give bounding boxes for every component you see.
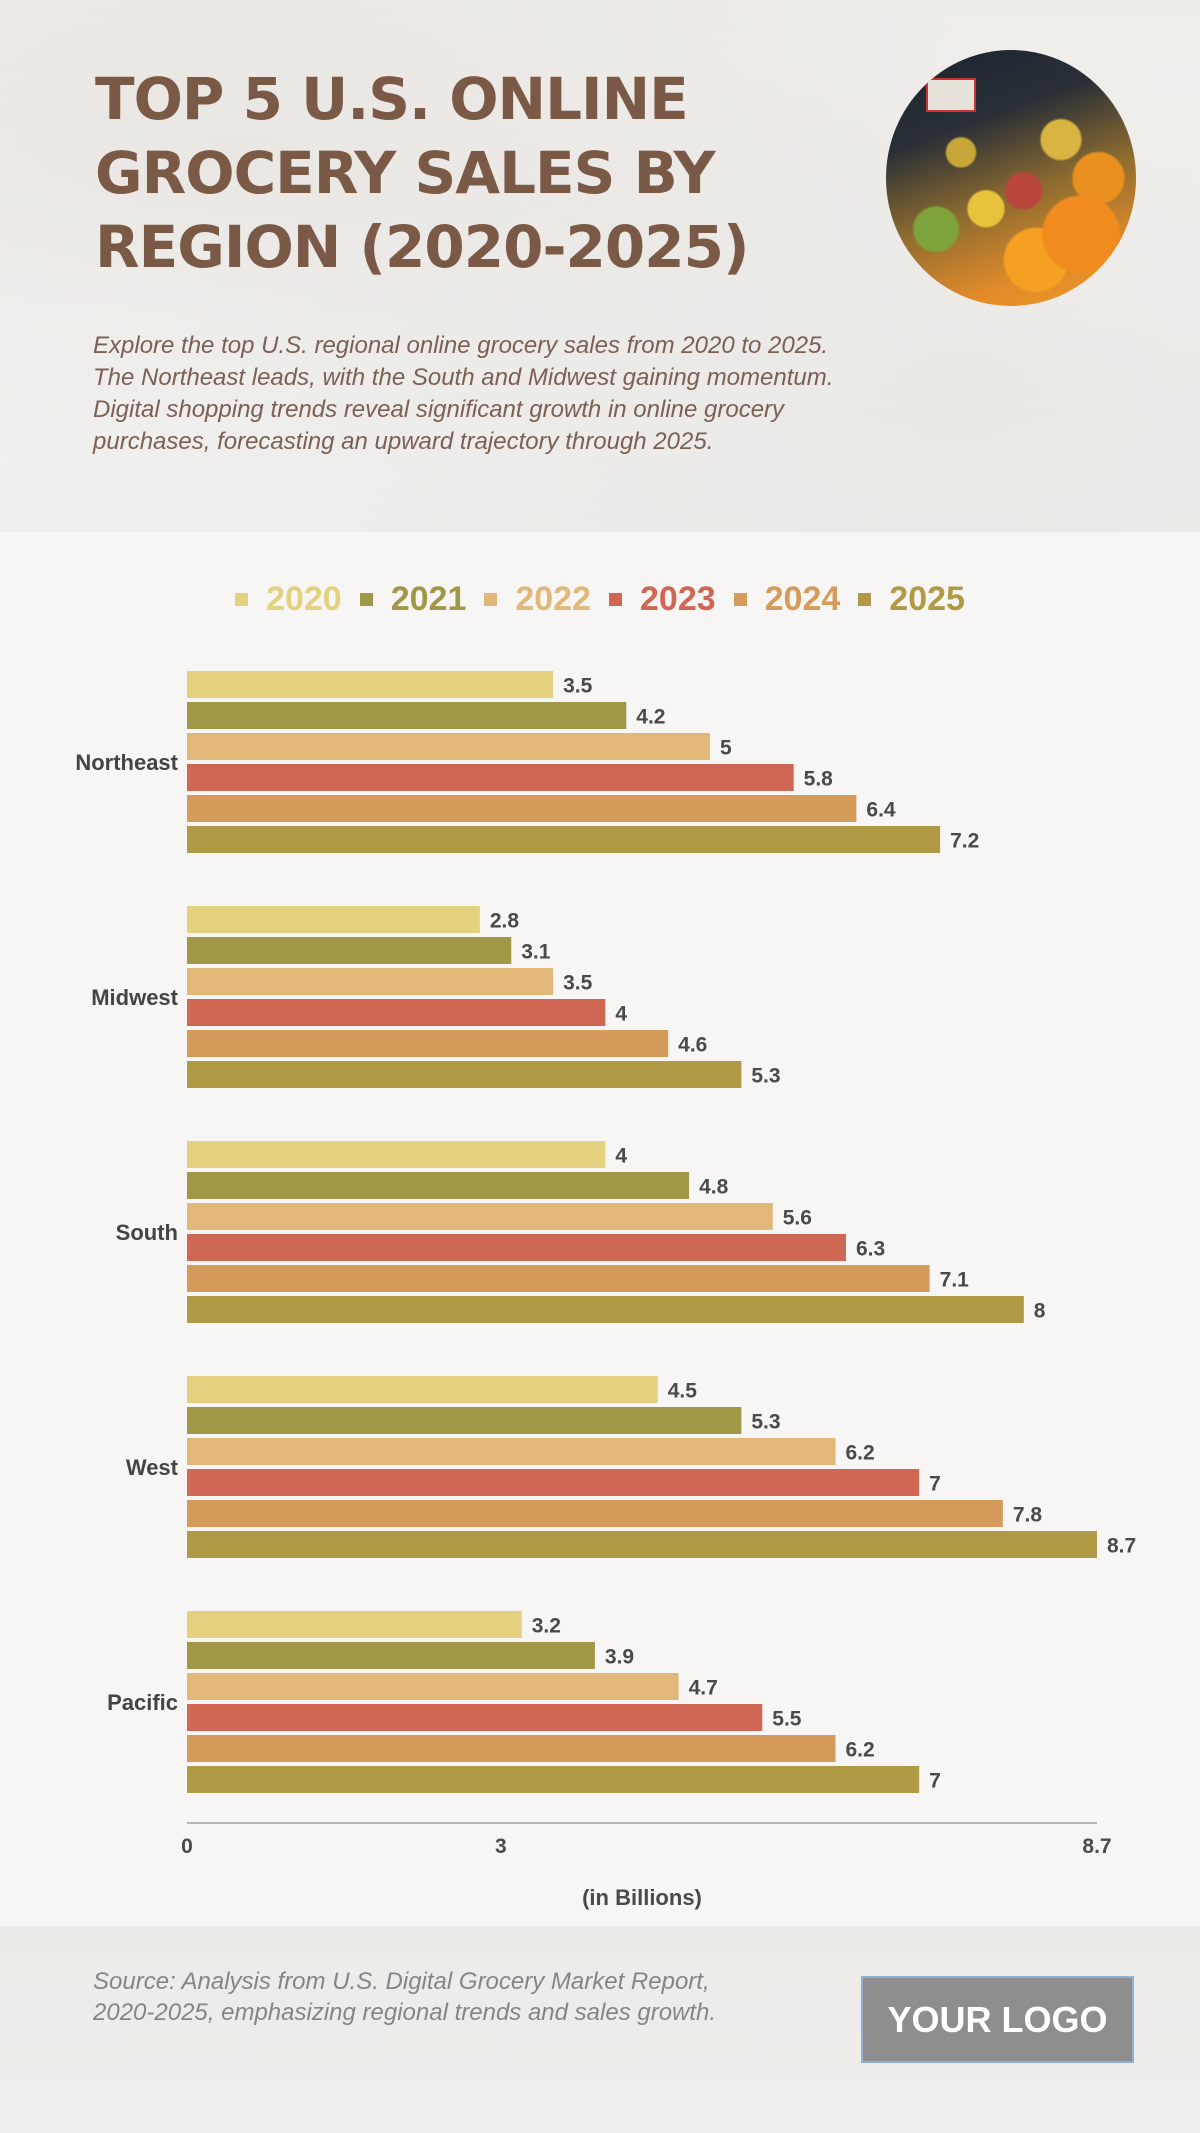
- bar-south-2025: [187, 1296, 1024, 1323]
- store-sign: [926, 78, 976, 112]
- bar-south-2023: [187, 1234, 846, 1261]
- bar-northeast-2020: [187, 671, 554, 698]
- bar-midwest-2024: [187, 1030, 669, 1057]
- data-label: 3.5: [563, 972, 593, 995]
- legend-swatch: [609, 593, 622, 606]
- legend-label: 2023: [640, 580, 716, 618]
- bar-northeast-2024: [187, 795, 857, 822]
- data-label: 2.8: [490, 910, 520, 933]
- bar-pacific-2024: [187, 1735, 836, 1762]
- data-label: 4: [615, 1003, 627, 1026]
- bar-midwest-2021: [187, 937, 512, 964]
- data-label: 4.7: [689, 1677, 718, 1700]
- legend-item-2025: 2025: [858, 580, 965, 619]
- chart-legend: 2020 2021 2022 2023 2024 2025: [0, 580, 1200, 619]
- subtitle: Explore the top U.S. regional online gro…: [93, 332, 834, 455]
- source-note: Source: Analysis from U.S. Digital Groce…: [93, 1968, 717, 2026]
- data-label: 6.2: [846, 1442, 875, 1465]
- data-label: 4.5: [668, 1380, 698, 1403]
- legend-item-2023: 2023: [609, 580, 716, 619]
- legend-swatch: [484, 593, 498, 606]
- category-label-midwest: Midwest: [91, 985, 178, 1010]
- data-label: 3.1: [521, 941, 551, 964]
- legend-label: 2021: [390, 580, 467, 618]
- bar-pacific-2021: [187, 1642, 595, 1669]
- data-label: 3.2: [532, 1615, 561, 1638]
- legend-item-2022: 2022: [484, 580, 591, 619]
- bar-northeast-2023: [187, 764, 794, 791]
- data-label: 3.5: [563, 675, 593, 698]
- data-label: 4.8: [699, 1176, 729, 1199]
- data-label: 5.5: [772, 1708, 802, 1731]
- x-tick-label: 0: [181, 1835, 193, 1858]
- bar-west-2020: [187, 1376, 658, 1403]
- legend-swatch: [858, 593, 872, 606]
- data-label: 4: [615, 1145, 627, 1168]
- category-label-south: South: [116, 1220, 178, 1245]
- data-label: 7: [929, 1770, 941, 1793]
- bar-midwest-2020: [187, 906, 480, 933]
- legend-label: 2025: [889, 580, 965, 618]
- bar-midwest-2022: [187, 968, 554, 995]
- bar-midwest-2023: [187, 999, 606, 1026]
- data-label: 6.3: [856, 1238, 885, 1261]
- bar-west-2022: [187, 1438, 836, 1465]
- page-title: TOP 5 U.S. ONLINE GROCERY SALES BY REGIO…: [95, 65, 749, 281]
- bar-pacific-2023: [187, 1704, 763, 1731]
- data-label: 4.2: [636, 706, 665, 729]
- data-label: 8.7: [1107, 1535, 1136, 1558]
- data-label: 3.9: [605, 1646, 634, 1669]
- data-label: 4.6: [678, 1034, 707, 1057]
- x-tick-label: 8.7: [1082, 1835, 1111, 1858]
- bar-pacific-2020: [187, 1611, 522, 1638]
- data-label: 5.8: [804, 768, 834, 791]
- data-label: 5: [720, 737, 732, 760]
- bar-northeast-2021: [187, 702, 627, 729]
- data-label: 5.6: [783, 1207, 812, 1230]
- legend-swatch: [733, 593, 747, 606]
- data-label: 7.8: [1013, 1504, 1043, 1527]
- data-label: 7.2: [950, 830, 979, 853]
- data-label: 5.3: [751, 1065, 780, 1088]
- data-label: 6.4: [866, 799, 896, 822]
- bar-south-2022: [187, 1203, 773, 1230]
- legend-item-2021: 2021: [359, 580, 467, 619]
- bar-west-2021: [187, 1407, 742, 1434]
- bar-west-2024: [187, 1500, 1003, 1527]
- data-label: 5.3: [751, 1411, 780, 1434]
- bar-chart: Northeast 3.5 4.2 5 5.8 6.4 7.2 Midwest 2.83.1 3.…: [75, 671, 1136, 1910]
- bar-northeast-2025: [187, 826, 941, 853]
- bar-pacific-2022: [187, 1673, 679, 1700]
- category-label-northeast: Northeast: [75, 750, 178, 775]
- bar-west-2023: [187, 1469, 920, 1496]
- legend-label: 2020: [266, 580, 342, 618]
- bar-south-2021: [187, 1172, 690, 1199]
- x-axis-title: (in Billions): [582, 1885, 702, 1910]
- bar-south-2024: [187, 1265, 930, 1292]
- category-label-pacific: Pacific: [107, 1690, 178, 1715]
- bar-west-2025: [187, 1531, 1097, 1558]
- data-label: 7.1: [940, 1269, 970, 1292]
- category-label-west: West: [126, 1455, 179, 1480]
- legend-item-2024: 2024: [733, 580, 841, 619]
- bar-northeast-2022: [187, 733, 710, 760]
- legend-label: 2024: [764, 580, 841, 618]
- bar-south-2020: [187, 1141, 606, 1168]
- legend-label: 2022: [515, 580, 591, 618]
- logo-placeholder[interactable]: YOUR LOGO: [861, 1976, 1134, 2063]
- bar-pacific-2025: [187, 1766, 920, 1793]
- x-tick-label: 3: [495, 1835, 507, 1858]
- data-label: 6.2: [846, 1739, 875, 1762]
- legend-item-2020: 2020: [235, 580, 342, 619]
- data-label: 8: [1034, 1300, 1046, 1323]
- data-label: 7: [929, 1473, 941, 1496]
- legend-swatch: [235, 593, 249, 606]
- grocery-produce-photo: [886, 50, 1136, 306]
- bar-midwest-2025: [187, 1061, 742, 1088]
- legend-swatch: [359, 593, 373, 606]
